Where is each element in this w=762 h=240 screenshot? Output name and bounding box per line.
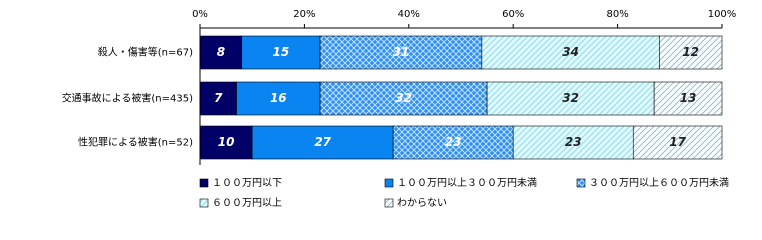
value-label: 34	[562, 45, 579, 59]
bar-segment	[392, 125, 514, 160]
page: 0% 20% 40% 60% 80% 100% 殺人・傷害等(n=67) 8 15 31 34 12 交…	[61, 9, 737, 209]
bar-segment	[199, 81, 237, 116]
legend-label: １００万円以下	[212, 178, 282, 189]
value-label: 27	[314, 135, 331, 149]
value-label: 10	[218, 135, 235, 149]
legend-label: ３００万円以上６００万円未満	[589, 177, 729, 189]
value-label: 12	[682, 45, 699, 59]
x-tick-label: 20%	[293, 9, 315, 20]
bar-segment	[486, 81, 655, 116]
legend-label: ６００万円以上	[212, 197, 282, 209]
value-label: 7	[214, 91, 223, 105]
x-tick-label: 60%	[502, 9, 524, 20]
value-label: 32	[562, 91, 579, 105]
value-label: 8	[217, 45, 225, 59]
legend-label: わからない	[397, 197, 447, 209]
value-label: 15	[273, 45, 290, 59]
bar-segment	[481, 35, 660, 70]
bar-segment	[319, 35, 483, 70]
bar-segment	[199, 125, 253, 160]
legend-swatch	[384, 198, 394, 208]
legend-swatch	[199, 178, 209, 188]
bar-segment	[319, 81, 488, 116]
bar-segment	[659, 35, 723, 70]
value-label: 17	[669, 135, 686, 149]
x-tick-label: 80%	[606, 9, 628, 20]
legend-swatch	[199, 198, 209, 208]
value-label: 32	[395, 91, 412, 105]
x-tick-label: 40%	[398, 9, 420, 20]
category-label: 殺人・傷害等(n=67)	[98, 46, 193, 59]
bar-segment	[241, 35, 321, 70]
value-label: 23	[565, 135, 582, 149]
legend-swatch	[384, 178, 394, 188]
chart: 0% 20% 40% 60% 80% 100% 殺人・傷害等(n=67) 8 15 31 34 12 交…	[62, 9, 737, 209]
value-label: 16	[270, 91, 287, 105]
x-tick-label: 100%	[708, 9, 737, 20]
category-label: 性犯罪による被害(n=52)	[78, 136, 193, 149]
legend-swatch	[576, 178, 586, 188]
bar-segment	[251, 125, 394, 160]
x-tick-label: 0%	[192, 9, 208, 20]
bar-segment	[632, 125, 723, 160]
bar-segment	[653, 81, 723, 116]
value-label: 31	[393, 45, 410, 59]
value-label: 13	[680, 91, 697, 105]
legend-label: １００万円以上３００万円未満	[397, 177, 537, 189]
value-label: 23	[445, 135, 462, 149]
bar-segment	[512, 125, 634, 160]
category-label: 交通事故による被害(n=435)	[62, 92, 193, 105]
